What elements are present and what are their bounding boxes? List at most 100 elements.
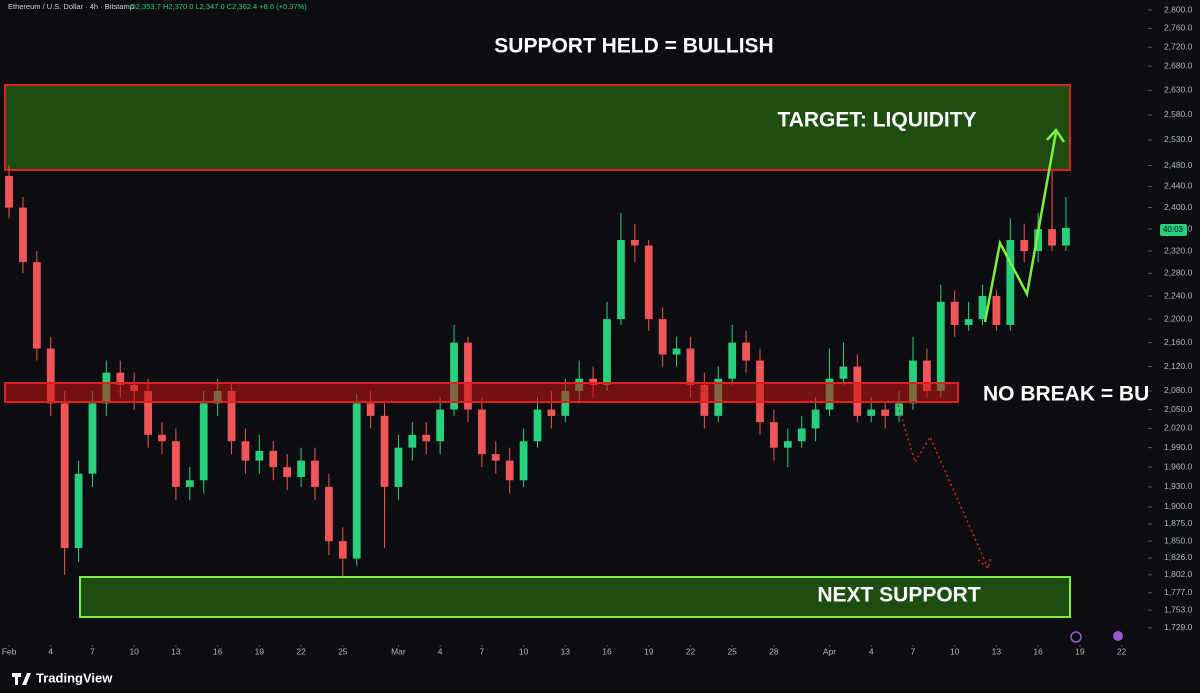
replay-icon[interactable] — [1070, 631, 1082, 643]
y-tick-label: 2,280.0 — [1164, 268, 1193, 278]
x-tick-label: 7 — [911, 646, 916, 656]
candle-body — [742, 342, 750, 361]
x-tick-label: 19 — [255, 646, 265, 656]
calendar-icon[interactable] — [1113, 631, 1123, 641]
candle-body — [450, 342, 458, 410]
x-axis: Feb 4 7 10 13 16 19 22 25 Mar 4 7 10 13 16 19 22 25 28 Apr 4… — [2, 645, 1127, 656]
y-tick-label: 1,875.0 — [1164, 518, 1193, 528]
y-tick-label: 2,400.0 — [1164, 202, 1193, 212]
y-tick-label: 2,050.0 — [1164, 404, 1193, 414]
candle-body — [338, 541, 347, 559]
x-tick-label: Apr — [823, 646, 836, 656]
x-tick-label: 22 — [1117, 646, 1127, 656]
y-tick-label: 1,850.0 — [1164, 535, 1193, 545]
countdown: 40:03 — [1163, 225, 1184, 234]
y-tick-label: 1,729.0 — [1164, 622, 1193, 632]
y-tick-label: 1,900.0 — [1164, 501, 1193, 511]
candle-body — [227, 390, 236, 442]
candle-body — [992, 296, 1001, 325]
candle-body — [366, 403, 375, 416]
x-tick-label: 19 — [644, 646, 654, 656]
ohlc-header: O2,353.7 H2,370.0 L2,347.0 C2,362.4 +8.6… — [130, 2, 307, 11]
y-tick-label: 2,020.0 — [1164, 423, 1193, 433]
y-tick-label: 2,580.0 — [1164, 109, 1193, 119]
y-tick-label: 1,990.0 — [1164, 442, 1193, 452]
candle-body — [158, 434, 166, 442]
candle-body — [533, 409, 542, 442]
x-tick-label: 19 — [1075, 646, 1085, 656]
x-tick-label: Feb — [2, 646, 17, 656]
x-tick-label: 7 — [90, 646, 95, 656]
y-tick-label: 1,960.0 — [1164, 461, 1193, 471]
annotation: NEXT SUPPORT — [817, 584, 981, 607]
y-tick-label: 2,630.0 — [1164, 85, 1193, 95]
candle-body — [477, 409, 486, 455]
candle-body — [116, 372, 125, 385]
candle-body — [74, 473, 83, 549]
y-tick-label: 1,826.0 — [1164, 552, 1193, 562]
candle-body — [561, 390, 570, 416]
candle-body — [547, 409, 556, 416]
target-zone — [4, 84, 1071, 171]
candle-body — [922, 360, 931, 391]
candle-body — [19, 207, 27, 263]
candle-body — [269, 450, 278, 468]
y-tick-label: 2,760.0 — [1164, 23, 1193, 33]
x-tick-label: 13 — [561, 646, 571, 656]
y-tick-label: 2,530.0 — [1164, 134, 1193, 144]
candle-body — [394, 447, 403, 487]
candle-body — [32, 262, 41, 349]
y-tick-label: 2,200.0 — [1164, 313, 1193, 323]
annotation: SUPPORT HELD = BULLISH — [494, 35, 773, 58]
y-tick-label: 1,753.0 — [1164, 604, 1193, 614]
candle-body — [1034, 229, 1043, 252]
candle-body — [505, 460, 514, 481]
candle-body — [144, 390, 153, 435]
candle-body — [630, 240, 639, 246]
candle-body — [422, 434, 431, 442]
y-tick-label: 2,720.0 — [1164, 41, 1193, 51]
candle-body — [603, 319, 611, 385]
x-tick-label: 4 — [869, 646, 874, 656]
x-tick-label: 4 — [438, 646, 443, 656]
candle-body — [241, 441, 250, 461]
candle-body — [283, 467, 292, 477]
x-tick-label: 16 — [602, 646, 612, 656]
candle-body — [964, 319, 973, 325]
candle-body — [185, 480, 194, 487]
x-tick-label: 25 — [727, 646, 737, 656]
annotation: TARGET: LIQUIDITY — [777, 109, 976, 132]
candle-body — [325, 486, 333, 542]
candle-body — [199, 403, 208, 481]
x-tick-label: 10 — [519, 646, 529, 656]
candle-body — [380, 415, 389, 487]
bear-path — [897, 404, 989, 569]
x-tick-label: 13 — [171, 646, 181, 656]
candle-body — [519, 441, 528, 481]
candle-body — [909, 360, 917, 404]
support-zone — [79, 576, 1071, 618]
candle-body — [311, 460, 319, 487]
candle-body — [1006, 240, 1015, 325]
candle-body — [867, 409, 876, 416]
candle-body — [1062, 227, 1070, 246]
candle-body — [978, 296, 987, 320]
candle-body — [811, 409, 820, 429]
x-tick-label: Mar — [391, 646, 406, 656]
y-tick-label: 2,480.0 — [1164, 160, 1193, 170]
candle-body — [589, 378, 598, 385]
candle-body — [881, 409, 890, 416]
candle-body — [172, 441, 180, 487]
brand-logo — [12, 673, 31, 685]
x-tick-label: 7 — [480, 646, 485, 656]
bull-path — [983, 131, 1058, 323]
x-tick-label: 10 — [950, 646, 960, 656]
y-tick-label: 2,120.0 — [1164, 361, 1193, 371]
y-tick-label: 2,800.0 — [1164, 4, 1193, 14]
candle-body — [255, 450, 264, 461]
candle-body — [783, 441, 792, 448]
brand: TradingView — [36, 670, 113, 685]
support-level-zone — [4, 382, 959, 403]
countdown-box — [1160, 224, 1187, 236]
x-tick-label: 13 — [992, 646, 1002, 656]
